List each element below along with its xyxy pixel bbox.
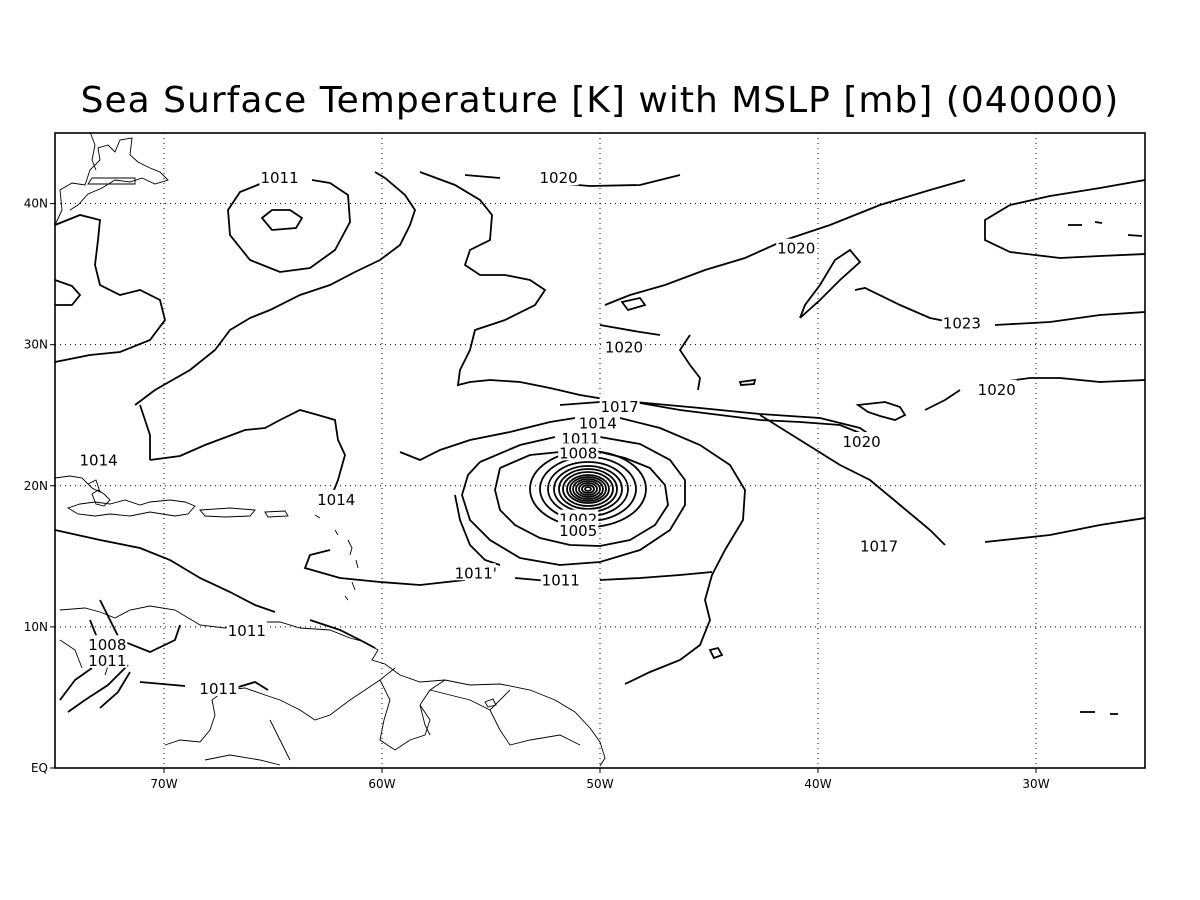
contour-label: 1011'	[455, 563, 497, 582]
map-title: Sea Surface Temperature [K] with MSLP [m…	[80, 80, 1120, 121]
contour-label: 1008	[87, 635, 128, 654]
contour-label: 1011	[540, 570, 581, 589]
lon-tick-label: 30W	[1022, 777, 1049, 791]
map-frame	[54, 132, 1146, 769]
contour-label: 1011	[226, 621, 267, 640]
contour-label-bg	[558, 520, 599, 538]
contour-label-bg	[859, 536, 900, 554]
coastlines	[54, 131, 606, 767]
lon-tick-label: 50W	[586, 777, 613, 791]
contour-label-text: 1023	[943, 315, 981, 333]
contour-label-text: 1020	[843, 433, 881, 451]
contour-label-text: 1011	[542, 571, 580, 589]
lon-tick-label: 70W	[150, 777, 177, 791]
lat-tick-label: 40N	[24, 197, 48, 211]
contour-label-bg	[316, 489, 357, 507]
lat-tick-label: EQ	[31, 761, 48, 775]
contour-label: 1020	[603, 337, 644, 356]
contour-label-text: 1020	[605, 338, 643, 356]
contour-label-bg	[87, 635, 128, 653]
contour-label-bg	[599, 396, 640, 414]
contour-label-bg	[560, 429, 601, 447]
contour-label-bg	[87, 650, 128, 668]
contour-label: 1017	[859, 536, 900, 555]
contour-label-text: 1014	[80, 451, 118, 469]
contour-label-text: 1005	[559, 522, 597, 540]
contour-label-text: 1008	[88, 636, 126, 654]
contour-label: 1014	[577, 413, 618, 433]
contour-label-text: 1020	[777, 240, 815, 258]
contour-label-text: 1017	[601, 398, 639, 416]
lat-tick-label: 20N	[24, 479, 48, 493]
contour-label-text: 1014	[317, 491, 355, 509]
contour-label: 1014	[316, 489, 357, 509]
contour-label-bg	[603, 337, 644, 355]
contour-label-bg	[540, 570, 581, 588]
contour-label-text: 1011	[260, 169, 298, 187]
contour-label: 1020	[776, 238, 817, 258]
contour-label-text: 1008	[559, 444, 597, 462]
contour-label-bg	[941, 313, 982, 331]
contour-label: 1008	[558, 443, 599, 462]
mslp-isobars	[54, 171, 1146, 715]
contour-label: 1011	[259, 168, 300, 187]
contour-label-text: 1014	[579, 415, 617, 433]
contour-label: 1011	[87, 650, 128, 670]
contour-label-bg	[841, 432, 882, 450]
contour-label: 1005	[558, 520, 599, 540]
contour-label-bg	[455, 563, 496, 581]
contour-label-bg	[538, 168, 579, 186]
contour-label-bg	[577, 413, 618, 431]
lon-tick-label: 60W	[368, 777, 395, 791]
lat-tick-label: 30N	[24, 338, 48, 352]
contour-labels: 1011 102010201023102010201020101710141011…	[78, 168, 1017, 698]
contour-label-bg	[776, 238, 817, 256]
contour-label: 1020	[976, 379, 1017, 399]
contour-label-text: 1020	[539, 169, 577, 187]
contour-label-text: 1011	[88, 652, 126, 670]
contour-label: 1023	[941, 313, 982, 333]
lon-tick-label: 40W	[804, 777, 831, 791]
contour-label-bg	[976, 379, 1017, 397]
contour-label-text: 1020	[978, 381, 1016, 399]
contour-label: 1020	[841, 432, 882, 451]
contour-label-bg	[558, 443, 599, 461]
contour-label: 1014	[78, 450, 119, 469]
contour-label-text: 1017	[860, 537, 898, 555]
contour-label-bg	[259, 168, 300, 186]
contour-label-text: 1011	[228, 622, 266, 640]
contour-label: 1017	[599, 396, 640, 416]
contour-label-bg	[198, 678, 239, 696]
axis-ticks: 70W 60W 50W 40W 30W EQ 10N 20N 30N 40N	[24, 197, 1050, 791]
contour-label-text: 1011	[199, 680, 237, 698]
contour-label: 1011	[198, 678, 239, 698]
contour-label-bg	[78, 450, 119, 468]
gridlines	[55, 133, 1145, 768]
contour-label-text: 1011'	[455, 564, 497, 582]
contour-label-bg	[226, 621, 267, 639]
lat-tick-label: 10N	[24, 620, 48, 634]
contour-label: 1020	[538, 168, 579, 187]
